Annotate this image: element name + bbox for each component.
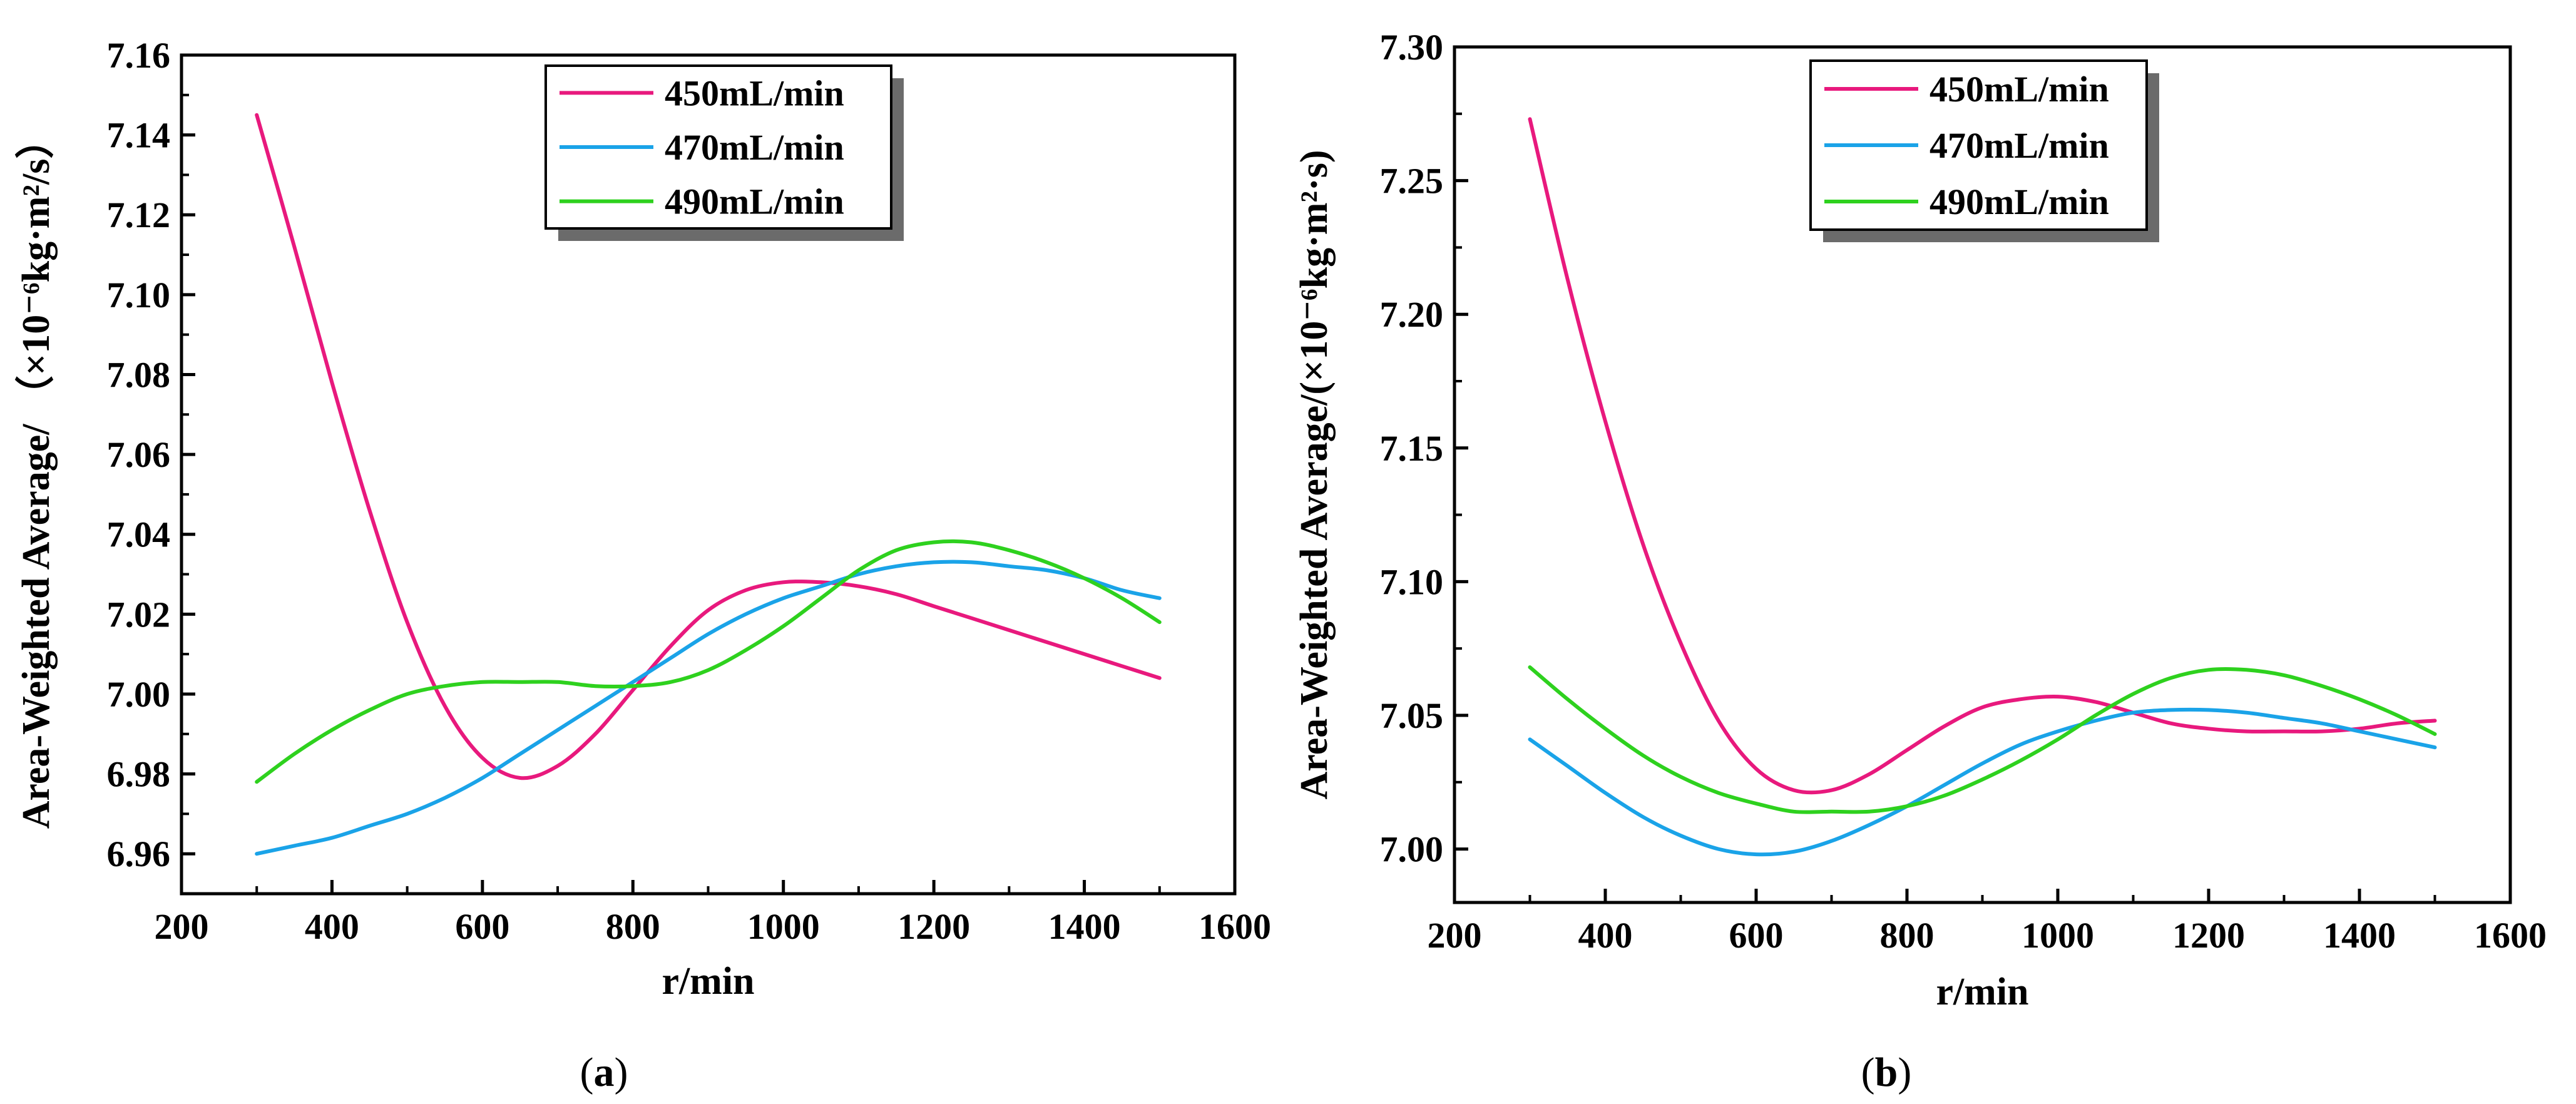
y-tick-label: 7.00 bbox=[1380, 829, 1444, 870]
panel-caption: (a) bbox=[580, 1050, 628, 1095]
legend-label: 470mL/min bbox=[1929, 125, 2109, 166]
y-tick-label: 7.25 bbox=[1380, 161, 1444, 202]
x-tick-label: 600 bbox=[455, 906, 509, 947]
y-tick-label: 7.12 bbox=[107, 195, 171, 235]
x-tick-label: 400 bbox=[1578, 915, 1633, 956]
y-tick-label: 7.16 bbox=[107, 35, 171, 76]
x-axis-title: r/min bbox=[662, 960, 754, 1003]
x-tick-label: 1200 bbox=[2172, 915, 2245, 956]
legend-label: 490mL/min bbox=[1929, 181, 2109, 222]
legend-label: 450mL/min bbox=[1929, 69, 2109, 110]
legend: 450mL/min 470mL/min 490mL/min bbox=[1809, 59, 2159, 242]
x-axis-title: r/min bbox=[1936, 971, 2028, 1013]
y-tick-label: 7.05 bbox=[1380, 695, 1444, 736]
legend-label: 490mL/min bbox=[665, 181, 844, 222]
x-tick-label: 1000 bbox=[747, 906, 820, 947]
panels: 200 400 600 800 1000 1200 1400 1600 6.96 6.98 7.00… bbox=[14, 27, 2547, 1095]
y-tick-label: 7.02 bbox=[107, 594, 171, 635]
y-tick-label: 7.20 bbox=[1380, 294, 1444, 335]
y-axis-title: Area-Weighted Average/(×10⁻⁶kg·m²·s) bbox=[1293, 150, 1336, 800]
x-tick-label: 600 bbox=[1729, 915, 1784, 956]
series-line-490mL/min bbox=[1528, 665, 2437, 814]
y-tick-label: 7.10 bbox=[107, 275, 171, 315]
chart-panel-a: 200 400 600 800 1000 1200 1400 1600 6.96 6.98 7.00… bbox=[14, 35, 1271, 1095]
y-tick-label: 7.15 bbox=[1380, 428, 1444, 469]
y-tick-label: 7.10 bbox=[1380, 561, 1444, 602]
x-tick-label: 1400 bbox=[2323, 915, 2396, 956]
series-group bbox=[255, 113, 1162, 856]
y-tick-label: 7.08 bbox=[107, 354, 171, 395]
x-tick-label: 1000 bbox=[2021, 915, 2094, 956]
y-tick-label: 7.04 bbox=[107, 514, 171, 555]
x-tick-label: 200 bbox=[1428, 915, 1482, 956]
y-tick-label: 7.06 bbox=[107, 434, 171, 475]
x-tick-label: 800 bbox=[606, 906, 660, 947]
x-tick-label: 400 bbox=[305, 906, 359, 947]
series-group bbox=[1528, 117, 2437, 857]
y-tick-label: 7.30 bbox=[1380, 27, 1444, 68]
chart-panel-b: 200 400 600 800 1000 1200 1400 1600 7.00 7.05 7.10… bbox=[1293, 27, 2547, 1095]
y-tick-label: 6.96 bbox=[107, 834, 171, 874]
legend-label: 450mL/min bbox=[665, 73, 844, 113]
x-tick-label: 1600 bbox=[1199, 906, 1271, 947]
series-line-470mL/min bbox=[255, 560, 1162, 856]
y-tick-label: 6.98 bbox=[107, 754, 171, 795]
x-tick-label: 800 bbox=[1880, 915, 1935, 956]
panel-caption: (b) bbox=[1861, 1050, 1912, 1095]
series-line-490mL/min bbox=[255, 539, 1162, 784]
y-axis-title: Area-Weighted Average/ （×10⁻⁶kg·m²/s） bbox=[14, 120, 58, 829]
series-line-470mL/min bbox=[1528, 707, 2437, 857]
legend: 450mL/min 470mL/min 490mL/min bbox=[544, 64, 904, 241]
y-tick-label: 7.14 bbox=[107, 115, 171, 156]
x-tick-label: 1400 bbox=[1048, 906, 1121, 947]
x-tick-label: 1600 bbox=[2474, 915, 2547, 956]
x-tick-label: 1200 bbox=[897, 906, 970, 947]
x-tick-label: 200 bbox=[155, 906, 209, 947]
legend-label: 470mL/min bbox=[665, 127, 844, 168]
y-tick-label: 7.00 bbox=[107, 674, 171, 715]
series-line-450mL/min bbox=[1528, 117, 2437, 795]
